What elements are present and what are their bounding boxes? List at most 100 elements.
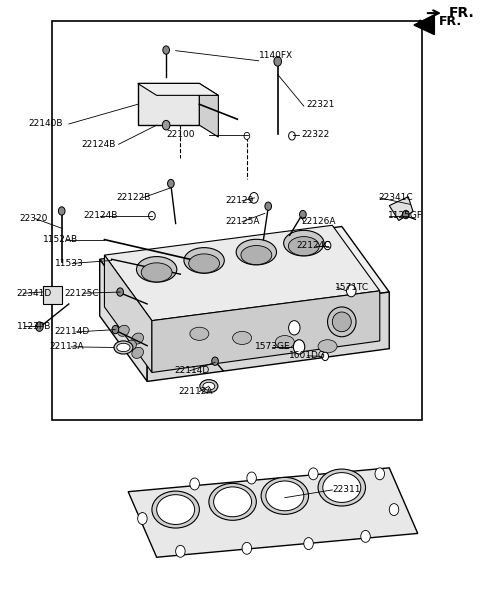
Circle shape [162, 120, 170, 130]
Ellipse shape [141, 263, 172, 282]
Circle shape [304, 538, 313, 550]
Polygon shape [128, 468, 418, 557]
Text: FR.: FR. [449, 6, 474, 20]
Polygon shape [138, 83, 218, 95]
Text: 1140FX: 1140FX [259, 51, 293, 60]
Text: 22124B: 22124B [83, 211, 118, 221]
Circle shape [274, 57, 281, 66]
Text: 22100: 22100 [166, 130, 194, 139]
Ellipse shape [288, 237, 319, 256]
Circle shape [309, 468, 318, 480]
Circle shape [117, 288, 123, 296]
Ellipse shape [233, 331, 252, 344]
Ellipse shape [136, 256, 177, 283]
Text: 22125A: 22125A [226, 217, 260, 226]
Ellipse shape [189, 254, 219, 273]
Circle shape [59, 207, 65, 215]
Ellipse shape [266, 481, 304, 511]
Circle shape [168, 179, 174, 188]
Text: 22122B: 22122B [116, 193, 151, 203]
Circle shape [347, 285, 356, 297]
Text: 11533: 11533 [55, 259, 84, 268]
Text: 22129: 22129 [226, 196, 254, 206]
Circle shape [375, 468, 384, 480]
Circle shape [403, 210, 409, 219]
Circle shape [250, 193, 258, 203]
Ellipse shape [214, 487, 252, 517]
Text: 1573GE: 1573GE [255, 342, 291, 352]
Text: 22113A: 22113A [50, 342, 84, 352]
Circle shape [163, 46, 169, 54]
Text: 22321: 22321 [306, 100, 335, 110]
Circle shape [244, 132, 250, 139]
Text: 22114D: 22114D [55, 327, 90, 337]
Ellipse shape [236, 239, 276, 265]
Text: 1152AB: 1152AB [43, 235, 78, 244]
Bar [52, 21, 422, 420]
Text: 1125GF: 1125GF [388, 211, 423, 221]
Circle shape [247, 472, 256, 484]
Text: 22126A: 22126A [301, 217, 336, 226]
Circle shape [190, 478, 199, 490]
Ellipse shape [132, 333, 144, 344]
Ellipse shape [125, 340, 136, 351]
Ellipse shape [118, 325, 129, 336]
Ellipse shape [327, 307, 356, 337]
Ellipse shape [184, 248, 224, 274]
Circle shape [300, 210, 306, 219]
Text: 22140B: 22140B [28, 119, 63, 128]
Ellipse shape [200, 380, 218, 393]
Text: FR.: FR. [439, 15, 462, 28]
Ellipse shape [318, 340, 337, 353]
Ellipse shape [323, 473, 361, 502]
Text: 22114D: 22114D [175, 366, 210, 375]
Ellipse shape [152, 491, 199, 528]
Ellipse shape [241, 246, 272, 265]
Circle shape [322, 352, 328, 361]
Circle shape [389, 504, 399, 516]
Ellipse shape [276, 336, 294, 349]
Ellipse shape [203, 383, 215, 390]
Circle shape [212, 357, 218, 365]
Polygon shape [105, 255, 152, 372]
Polygon shape [389, 197, 413, 221]
Ellipse shape [132, 347, 144, 358]
Ellipse shape [261, 477, 309, 514]
Polygon shape [43, 286, 62, 304]
Polygon shape [100, 226, 389, 325]
Ellipse shape [114, 341, 133, 354]
Circle shape [149, 212, 155, 220]
Polygon shape [100, 259, 147, 381]
Circle shape [361, 530, 370, 542]
Ellipse shape [209, 483, 256, 520]
Circle shape [112, 325, 119, 334]
Polygon shape [147, 292, 389, 381]
Polygon shape [138, 83, 199, 125]
Ellipse shape [332, 312, 351, 331]
Ellipse shape [117, 343, 130, 352]
Ellipse shape [190, 327, 209, 340]
Circle shape [288, 132, 295, 140]
Text: 22125C: 22125C [64, 288, 99, 298]
Circle shape [324, 241, 331, 250]
Text: 1123PB: 1123PB [17, 321, 51, 331]
Text: 22341D: 22341D [17, 288, 52, 298]
Text: 1601DG: 1601DG [288, 351, 325, 361]
Circle shape [293, 340, 305, 354]
Circle shape [36, 322, 43, 331]
Polygon shape [152, 291, 380, 372]
Polygon shape [105, 225, 380, 321]
Polygon shape [199, 83, 218, 137]
Ellipse shape [156, 495, 194, 524]
Text: 22311: 22311 [332, 485, 361, 495]
Text: 22124B: 22124B [82, 140, 116, 150]
Text: 22124C: 22124C [297, 241, 331, 250]
Circle shape [242, 542, 252, 554]
Text: 22322: 22322 [301, 130, 330, 139]
Text: 22112A: 22112A [178, 387, 213, 396]
Ellipse shape [284, 230, 324, 256]
Polygon shape [414, 15, 434, 35]
Circle shape [288, 321, 300, 335]
Text: 22320: 22320 [19, 214, 48, 224]
Text: 1571TC: 1571TC [335, 283, 369, 292]
